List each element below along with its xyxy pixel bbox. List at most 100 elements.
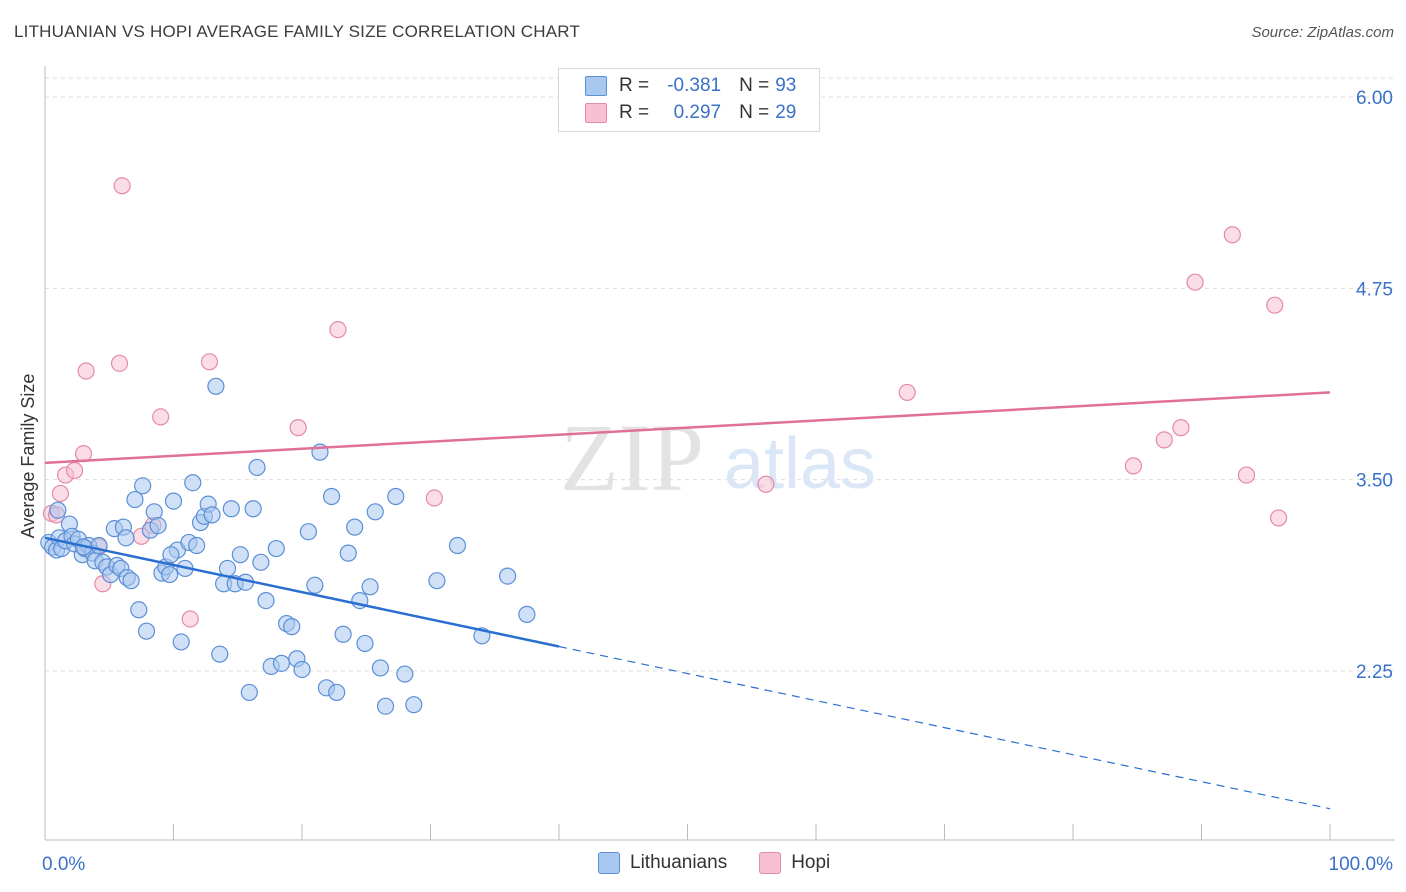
point-hopi [152,408,170,426]
x-tick-label-max: 100.0% [1329,854,1394,875]
point-hopi [65,461,84,480]
point-lithuanian [272,654,291,672]
point-lithuanian [134,477,152,495]
point-lithuanian [117,529,135,547]
legend-label-lithuanians: Lithuanians [630,852,728,873]
y-tick-label: 3.50 [1356,471,1393,492]
point-hopi [1266,296,1284,314]
point-hopi [113,177,131,195]
legend-item-hopi[interactable]: Hopi [759,852,830,874]
point-lithuanian [231,546,249,564]
legend-r-value: 0.297 [673,102,722,123]
point-hopi [1124,457,1142,475]
legend-n-value: 29 [775,102,797,123]
point-lithuanian [49,501,67,519]
axis-labels: 2.25 3.50 4.75 6.00 0.0% 100.0% Average Family… [18,88,1393,875]
point-lithuanian [126,490,144,509]
y-tick-label: 4.75 [1356,279,1393,300]
point-lithuanian [376,697,395,715]
point-lithuanian [339,544,357,562]
point-lithuanian [257,591,275,610]
legend-n-value: 93 [775,75,797,96]
point-lithuanian [334,625,352,643]
point-lithuanian [356,634,374,653]
point-lithuanian [240,683,258,702]
point-lithuanian [299,523,318,541]
point-lithuanian [203,506,221,524]
trend-line-hopi [44,391,1331,465]
point-hopi [289,419,307,437]
axes [44,66,1395,841]
point-hopi [1155,431,1173,449]
point-lithuanian [188,536,206,555]
point-hopi [77,362,95,380]
point-hopi [110,354,129,372]
legend-label-hopi: Hopi [791,852,831,873]
point-hopi [1269,509,1288,527]
correlation-legend: R = -0.381 N = 93 R = 0.297 N = 29 [558,68,820,132]
legend-r-value: -0.381 [667,75,722,96]
point-lithuanian [184,474,202,492]
point-lithuanian [211,645,229,663]
point-lithuanian [164,492,183,510]
point-lithuanian [283,618,301,636]
point-lithuanian [387,487,405,506]
point-lithuanian [137,622,156,640]
legend-swatch-pink [585,103,607,123]
point-lithuanian [448,536,467,555]
point-lithuanian [252,553,270,571]
legend-item-lithuanians[interactable]: Lithuanians [598,852,727,874]
legend-r-label: R = [619,102,650,123]
point-lithuanian [328,683,346,702]
y-axis-title: Average Family Size [18,374,38,539]
trend-lines [44,391,1331,810]
point-lithuanian [405,696,423,714]
point-hopi [898,383,916,402]
point-lithuanian [322,487,341,506]
point-hopi [1223,226,1241,244]
series-legend: Lithuanians Hopi [598,852,862,874]
chart-title: LITHUANIAN VS HOPI AVERAGE FAMILY SIZE C… [14,22,581,41]
point-lithuanian [396,665,414,683]
watermark-zip: ZIP [560,404,704,511]
point-hopi [1186,273,1204,291]
legend-swatch-blue [585,76,607,96]
legend-row-lithuanians: R = -0.381 N = 93 [585,74,796,98]
point-lithuanian [130,601,148,619]
point-lithuanian [207,377,225,395]
point-hopi [200,353,219,371]
point-lithuanian [162,546,180,564]
point-lithuanian [306,576,324,594]
point-hopi [757,475,775,493]
point-lithuanian [499,567,517,585]
point-hopi [181,610,199,628]
legend-n-label: N = [739,102,770,123]
point-lithuanian [293,660,311,679]
point-lithuanian [267,539,285,558]
watermark-atlas: atlas [724,424,876,504]
point-lithuanian [371,659,389,677]
legend-r-label: R = [619,75,650,96]
source-label: Source: ZipAtlas.com [1251,24,1394,41]
point-hopi [425,489,443,507]
point-hopi [51,484,70,503]
legend-swatch-pink [759,852,782,874]
point-hopi [1237,466,1256,484]
point-lithuanian [366,503,384,521]
point-lithuanian [248,458,266,477]
point-lithuanian [161,565,179,584]
y-tick-label: 6.00 [1356,88,1393,109]
legend-swatch-blue [598,852,620,874]
point-lithuanian [428,572,446,590]
legend-n-label: N = [739,75,770,96]
trend-line-lithuanians-extrapolated [558,645,1331,810]
point-lithuanian [172,633,190,651]
legend-row-hopi: R = 0.297 N = 29 [585,101,796,125]
y-tick-label: 2.25 [1356,662,1393,683]
point-lithuanian [346,518,364,536]
point-hopi [1172,419,1190,437]
trend-line-lithuanians [44,536,560,648]
point-lithuanian [149,516,167,535]
watermark: ZIP atlas [560,404,876,511]
